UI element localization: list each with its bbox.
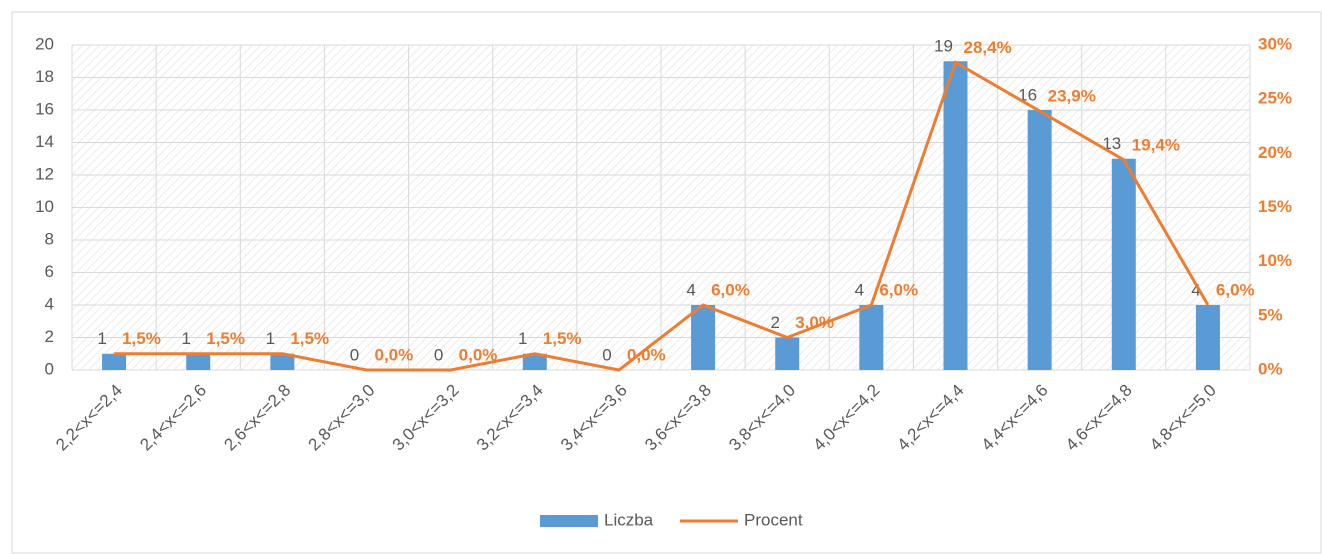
bar xyxy=(775,337,800,370)
y-tick-label: 14 xyxy=(35,132,54,151)
bar xyxy=(102,353,127,370)
y-tick-label: 10 xyxy=(35,197,54,216)
line-value-label: 3,0% xyxy=(795,313,834,332)
bar-value-label: 4 xyxy=(855,280,864,299)
line-value-label: 6,0% xyxy=(879,280,918,299)
y-tick-label: 6 xyxy=(45,262,54,281)
bar xyxy=(691,305,716,370)
y2-tick-label: 10% xyxy=(1258,251,1292,270)
bar xyxy=(522,353,547,370)
bar xyxy=(859,305,884,370)
line-value-label: 0,0% xyxy=(459,345,498,364)
line-value-label: 28,4% xyxy=(964,38,1012,57)
bar xyxy=(1195,305,1220,370)
line-value-label: 1,5% xyxy=(206,329,245,348)
y-tick-label: 4 xyxy=(45,294,54,313)
bar-value-label: 1 xyxy=(266,329,275,348)
bar-value-label: 4 xyxy=(686,280,695,299)
line-value-label: 6,0% xyxy=(711,280,750,299)
legend-swatch xyxy=(540,515,598,527)
y-tick-label: 8 xyxy=(45,229,54,248)
legend-label: Procent xyxy=(744,510,803,529)
legend-label: Liczba xyxy=(604,510,654,529)
y2-tick-label: 15% xyxy=(1258,197,1292,216)
y-tick-label: 18 xyxy=(35,67,54,86)
line-value-label: 0,0% xyxy=(375,345,414,364)
y2-tick-label: 0% xyxy=(1258,359,1283,378)
bar-value-label: 1 xyxy=(97,329,106,348)
bar-value-label: 2 xyxy=(770,313,779,332)
bar xyxy=(943,61,968,370)
bar-value-label: 0 xyxy=(350,345,359,364)
line-value-label: 1,5% xyxy=(543,329,582,348)
y-tick-label: 12 xyxy=(35,164,54,183)
y2-tick-label: 25% xyxy=(1258,89,1292,108)
bar xyxy=(1111,158,1136,370)
line xyxy=(114,60,1210,372)
line-value-label: 23,9% xyxy=(1048,87,1096,106)
bar xyxy=(270,353,295,370)
bar xyxy=(186,353,211,370)
line-value-label: 0,0% xyxy=(627,345,666,364)
bar-value-label: 0 xyxy=(434,345,443,364)
y2-tick-label: 30% xyxy=(1258,34,1292,53)
y-tick-label: 0 xyxy=(45,359,54,378)
line-value-label: 1,5% xyxy=(290,329,329,348)
y2-tick-label: 20% xyxy=(1258,143,1292,162)
y-tick-label: 16 xyxy=(35,99,54,118)
y-tick-label: 20 xyxy=(35,34,54,53)
bar xyxy=(1027,110,1052,370)
line-value-label: 1,5% xyxy=(122,329,161,348)
y-tick-label: 2 xyxy=(45,327,54,346)
line-value-label: 6,0% xyxy=(1216,280,1255,299)
bar-value-label: 19 xyxy=(934,37,953,56)
bar-value-label: 1 xyxy=(518,329,527,348)
bar-value-label: 0 xyxy=(602,345,611,364)
y2-tick-label: 5% xyxy=(1258,305,1283,324)
line-value-label: 19,4% xyxy=(1132,135,1180,154)
bar-value-label: 1 xyxy=(181,329,190,348)
bar-value-label: 4 xyxy=(1191,280,1200,299)
